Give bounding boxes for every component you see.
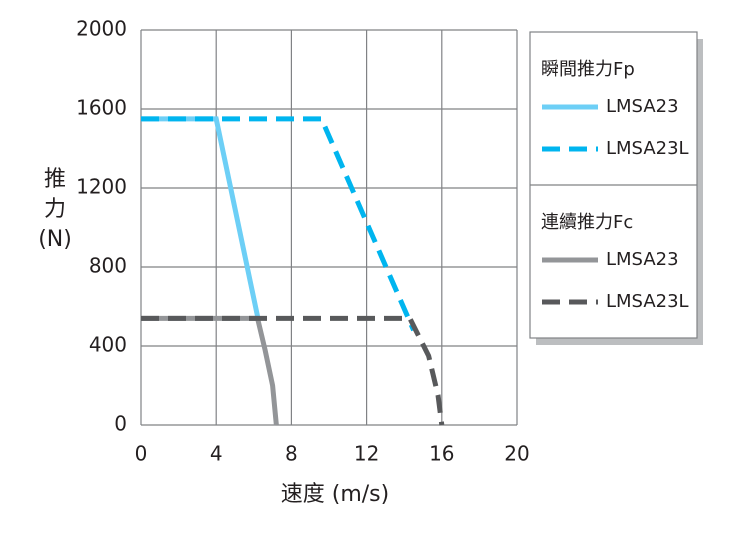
x-tick-label: 4	[210, 442, 223, 466]
x-tick-label: 16	[429, 442, 454, 466]
legend-title: 連續推力Fc	[541, 212, 633, 233]
y-axis-label: 推力(N)	[38, 167, 72, 252]
x-axis-label: 速度 (m/s)	[281, 482, 389, 507]
x-tick-label: 20	[504, 442, 529, 466]
y-tick-label: 2000	[76, 17, 127, 41]
legend-label: LMSA23L	[606, 291, 689, 312]
x-tick-label: 12	[354, 442, 379, 466]
series-line	[141, 315, 279, 426]
x-tick-label: 8	[285, 442, 298, 466]
y-tick-label: 400	[89, 333, 127, 357]
series-line	[141, 116, 416, 332]
legend-label: LMSA23L	[606, 138, 689, 159]
y-tick-label: 1600	[76, 96, 127, 120]
legend-label: LMSA23	[606, 96, 679, 117]
y-tick-label: 800	[89, 254, 127, 278]
series-line	[141, 315, 445, 426]
y-tick-label: 0	[114, 412, 127, 436]
x-tick-label: 0	[135, 442, 148, 466]
legend-title: 瞬間推力Fp	[541, 59, 635, 80]
y-tick-label: 1200	[76, 175, 127, 199]
series-line	[141, 116, 261, 317]
legend-label: LMSA23	[606, 249, 679, 270]
